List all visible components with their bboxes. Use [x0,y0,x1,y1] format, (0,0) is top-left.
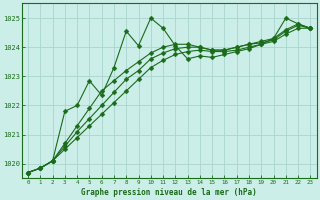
X-axis label: Graphe pression niveau de la mer (hPa): Graphe pression niveau de la mer (hPa) [81,188,257,197]
